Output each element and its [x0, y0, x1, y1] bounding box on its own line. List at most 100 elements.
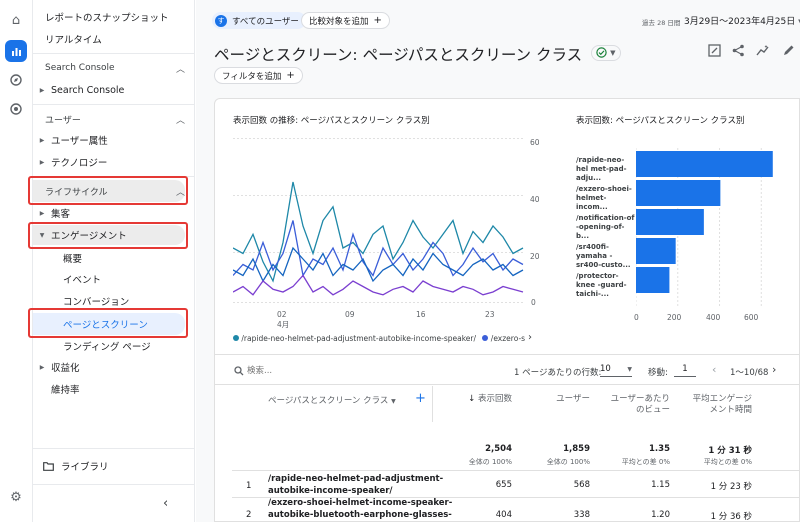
row-users: 338 — [573, 510, 590, 520]
nav-realtime[interactable]: リアルタイム — [45, 30, 201, 48]
rows-per-page-label: 1 ページあたりの行数: — [514, 368, 602, 378]
total-views-sub: 全体の 100% — [468, 458, 512, 466]
col-views[interactable]: ↓ 表示回数 — [450, 394, 512, 405]
goto-label: 移動: — [648, 368, 668, 378]
segment-label: すべてのユーザー — [232, 16, 299, 27]
segment-chip-all-users[interactable]: す すべてのユーザー — [212, 12, 306, 29]
nav-label: ランディング ページ — [63, 342, 151, 353]
bar[interactable] — [636, 180, 721, 206]
col-views-per-user[interactable]: ユーザーあたりのビュー — [610, 394, 670, 415]
nav-library[interactable]: ライブラリ — [43, 457, 199, 475]
nav-retention[interactable]: 維持率 — [51, 380, 207, 398]
rows-per-page-select[interactable]: 10 ▼ — [600, 364, 632, 377]
bar-label: /rapide-neo-hel met-pad-adju... — [576, 156, 627, 182]
col-label: 表示回数 — [477, 394, 512, 404]
bar[interactable] — [636, 151, 773, 177]
highlight-box-pages — [28, 308, 188, 338]
check-circle-icon — [596, 47, 607, 58]
dimension-header-label: ページパスとスクリーン クラス — [268, 396, 389, 406]
nav-section-lifecycle[interactable]: ライフサイクル ︿ — [45, 183, 185, 199]
x-tick: 02 — [277, 310, 287, 319]
series-line — [233, 274, 524, 296]
nav-label: 概要 — [63, 254, 83, 265]
gear-icon[interactable]: ⚙ — [10, 489, 22, 505]
prev-page-icon[interactable]: ‹ — [712, 363, 717, 376]
y-tick: 0 — [531, 298, 536, 307]
row-views: 655 — [495, 480, 512, 490]
legend-label: /exzero-s — [490, 334, 525, 343]
caret-down-icon: ▼ — [627, 366, 632, 373]
report-status-chip[interactable]: ▼ — [591, 44, 621, 61]
row-path[interactable]: /rapide-neo-helmet-pad-adjustment- — [268, 474, 444, 484]
nav-monetization[interactable]: ▶ 収益化 — [33, 358, 189, 376]
nav-section-user[interactable]: ユーザー ︿ — [45, 111, 185, 127]
row-path[interactable]: /exzero-shoei-helmet-income-speaker- — [268, 498, 453, 508]
advertising-icon[interactable] — [5, 98, 27, 120]
pencil-icon[interactable] — [782, 44, 795, 60]
nav-snapshot[interactable]: レポートのスナップショット — [45, 8, 201, 26]
next-page-icon[interactable]: › — [772, 363, 777, 376]
explore-icon[interactable] — [5, 69, 27, 91]
nav-user-attributes[interactable]: ▶ ユーザー属性 — [33, 131, 189, 149]
divider — [214, 384, 800, 385]
legend-dot — [233, 335, 239, 341]
collapse-nav-icon[interactable]: ‹ — [163, 496, 169, 511]
table-search-input[interactable] — [247, 364, 447, 378]
segment-avatar: す — [215, 14, 227, 27]
reports-icon[interactable] — [5, 40, 27, 62]
row-users: 568 — [573, 480, 590, 490]
nav-events[interactable]: イベント — [63, 270, 219, 288]
bar-label: /sr400fi-yamaha -sr400-custo... — [576, 243, 631, 269]
row-index: 1 — [246, 481, 252, 491]
caret-down-icon: ▼ — [391, 398, 396, 405]
chevron-up-icon: ︿ — [175, 187, 185, 198]
page-title-text: ページとスクリーン: ページパスとスクリーン クラス — [214, 46, 583, 64]
col-users[interactable]: ユーザー — [556, 394, 590, 404]
compare-label: 比較対象を追加 — [309, 16, 369, 27]
line-chart-title: 表示回数 の推移: ページパスとスクリーン クラス別 — [233, 116, 430, 126]
share-icon[interactable] — [732, 44, 745, 60]
col-avg-engagement-time[interactable]: 平均エンゲージメント時間 — [692, 394, 752, 415]
nav-realtime-label: リアルタイム — [45, 35, 102, 46]
add-dimension-button[interactable]: + — [415, 391, 426, 406]
x-tick: 200 — [667, 313, 682, 322]
nav-technology[interactable]: ▶ テクノロジー — [33, 153, 189, 171]
nav-conversions[interactable]: コンバージョン — [63, 292, 219, 310]
row-path[interactable]: autobike-income-speaker/ — [268, 486, 393, 496]
caret-right-icon: ▶ — [39, 136, 45, 144]
row-index: 2 — [246, 510, 252, 520]
lifecycle-bg — [33, 180, 185, 202]
caret-right-icon: ▶ — [39, 363, 45, 371]
nav-engagement[interactable]: ▼ エンゲージメント — [33, 226, 189, 244]
nav-landing[interactable]: ランディング ページ — [63, 337, 219, 355]
nav-label: Search Console — [51, 84, 125, 96]
legend-next-icon[interactable]: › — [528, 332, 532, 343]
line-chart-legend: /rapide-neo-helmet-pad-adjustment-autobi… — [233, 334, 525, 343]
total-time-sub: 平均との差 0% — [703, 458, 752, 466]
section-label: ライフサイクル — [45, 187, 108, 198]
date-range-picker[interactable]: 3月29日～2023年4月25日 ▼ — [684, 14, 800, 27]
bar[interactable] — [636, 209, 704, 235]
x-tick: 400 — [706, 313, 721, 322]
home-icon[interactable]: ⌂ — [11, 12, 21, 28]
search-icon — [234, 366, 244, 379]
bar[interactable] — [636, 267, 670, 293]
y-tick: 60 — [530, 138, 540, 147]
add-filter-button[interactable]: フィルタを追加 + — [214, 67, 303, 84]
nav-section-search-console[interactable]: Search Console ︿ — [45, 60, 185, 76]
nav-overview[interactable]: 概要 — [63, 249, 219, 267]
edit-report-icon[interactable] — [708, 44, 721, 60]
nav-acquisition[interactable]: ▶ 集客 — [33, 204, 189, 222]
total-users-sub: 全体の 100% — [546, 458, 590, 466]
row-vpu: 1.20 — [651, 510, 670, 520]
bar[interactable] — [636, 238, 676, 264]
dimension-header[interactable]: ページパスとスクリーン クラス ▼ — [268, 394, 396, 406]
nav-pages-screens[interactable]: ページとスクリーン — [63, 315, 219, 333]
goto-page-input[interactable]: 1 — [674, 364, 696, 377]
rows-per-page-value: 10 — [600, 364, 611, 374]
x-tick: 09 — [345, 310, 355, 319]
nav-search-console[interactable]: ▶ Search Console — [33, 81, 189, 99]
row-path[interactable]: autobike-bluetooth-earphone-glasses- — [268, 510, 452, 520]
add-comparison-button[interactable]: 比較対象を追加 + — [301, 12, 390, 29]
insights-icon[interactable] — [756, 44, 769, 60]
